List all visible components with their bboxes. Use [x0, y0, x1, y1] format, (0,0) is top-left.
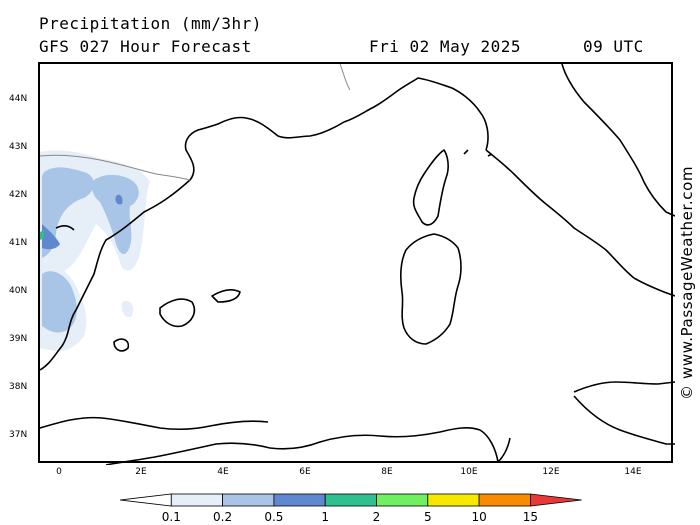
minor-island-1	[463, 149, 469, 155]
mallorca-coast	[159, 298, 196, 328]
precip-high-0.5b	[115, 194, 123, 205]
coastlines	[40, 64, 675, 465]
precipitation-map	[40, 64, 675, 465]
legend-swatch	[222, 493, 275, 507]
tunisia-coast	[497, 437, 511, 463]
lat-label: 39N	[9, 334, 28, 344]
africa-coast	[105, 427, 499, 465]
precipitation-areas	[40, 150, 150, 352]
legend-label: 2	[372, 510, 381, 524]
legend-swatch	[530, 493, 582, 507]
lat-label: 42N	[9, 190, 28, 200]
sicily-south	[573, 395, 675, 445]
spain-south-coast	[40, 416, 269, 431]
precip-light-0.1c	[121, 300, 134, 318]
lon-label: 14E	[624, 467, 642, 477]
corsica-coast	[412, 149, 449, 226]
lon-label: 4E	[217, 467, 229, 477]
legend-swatch	[427, 493, 480, 507]
precip-med-0.2	[42, 167, 94, 258]
menorca-coast	[211, 289, 241, 303]
minor-island-2	[487, 153, 493, 157]
ibiza-coast	[113, 338, 130, 352]
map-title: Precipitation (mm/3hr)	[39, 14, 262, 33]
forecast-subtitle: GFS 027 Hour Forecast	[39, 37, 252, 56]
legend-swatch	[478, 493, 531, 507]
legend-swatch	[119, 493, 172, 507]
legend-swatch	[376, 493, 429, 507]
precip-green-2	[40, 230, 44, 240]
lon-label: 10E	[460, 467, 478, 477]
legend-swatch	[324, 493, 377, 507]
precip-med-0.2b	[92, 174, 139, 255]
legend-label: 5	[423, 510, 432, 524]
precip-high-0.5	[42, 224, 60, 250]
lat-label: 41N	[9, 238, 28, 248]
french-spanish-coast	[40, 77, 489, 371]
italy-east-coast	[561, 64, 675, 217]
lon-label: 8E	[381, 467, 393, 477]
legend-label: 1	[321, 510, 330, 524]
national-borders	[40, 64, 351, 181]
legend-label: 10	[471, 510, 487, 524]
lon-label: 2E	[135, 467, 147, 477]
legend-swatch	[170, 493, 224, 507]
italy-coast	[485, 149, 675, 297]
legend-label: 0.2	[213, 510, 233, 524]
lat-label: 40N	[9, 286, 28, 296]
legend-label: 15	[522, 510, 539, 524]
legend-label: 0.1	[161, 510, 181, 524]
legend-label: 0.5	[264, 510, 284, 524]
lat-label: 43N	[9, 142, 28, 152]
forecast-time: 09 UTC	[583, 37, 644, 56]
precip-med-0.2c	[42, 271, 77, 333]
legend-swatch	[273, 493, 326, 507]
map-frame	[38, 62, 675, 465]
lon-label: 12E	[542, 467, 560, 477]
ebro-delta	[55, 225, 75, 231]
lat-label: 44N	[9, 94, 28, 104]
lat-label: 38N	[9, 382, 28, 392]
lon-label: 0	[56, 467, 62, 477]
sicily-coast	[573, 381, 675, 393]
forecast-date: Fri 02 May 2025	[369, 37, 521, 56]
lon-label: 6E	[299, 467, 311, 477]
lat-label: 37N	[9, 430, 28, 440]
sardinia-coast	[400, 233, 462, 345]
